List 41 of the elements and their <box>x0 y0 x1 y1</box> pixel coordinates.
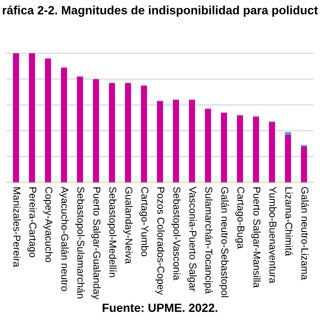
bar <box>236 115 244 182</box>
x-tick-label: Vasconia-Puerto Salgar <box>187 186 197 292</box>
x-tick-label: Galán neutro-Lizama <box>301 187 309 280</box>
bar <box>44 58 52 182</box>
x-tick-label: Copey-Ayacucho <box>43 187 53 262</box>
x-tick-label: Cartago-Buga <box>235 187 244 249</box>
bar <box>60 67 68 182</box>
x-tick-label: Gualanday-Neiva <box>123 187 133 264</box>
x-tick-label: Manizales-Pereira <box>13 187 21 268</box>
bar <box>284 132 292 135</box>
bar <box>140 86 148 182</box>
bar <box>252 116 260 182</box>
x-tick-label: Puerto Salgar-Gualanday <box>91 187 101 300</box>
x-tick-label: Sebastopol-Sulamarchán <box>75 187 85 298</box>
bar <box>76 76 84 182</box>
bar <box>108 82 116 182</box>
x-tick-label: Puerto Salgar-Mansilla <box>251 187 261 288</box>
bar <box>284 134 292 182</box>
source-note: Fuente: UPME. 2022. <box>102 304 218 312</box>
x-tick-label: Sulamarchán-Tocancipá <box>203 187 213 294</box>
bar <box>156 101 164 182</box>
bar <box>12 53 20 182</box>
bar <box>220 112 228 182</box>
bar <box>92 79 100 182</box>
bar <box>28 53 36 182</box>
x-tick-label: Galán neutro-Sebastopol <box>219 187 229 298</box>
bar <box>300 146 308 182</box>
bar <box>124 82 132 182</box>
x-tick-label: Lizama-Chimitá <box>285 187 293 256</box>
x-tick-label: Sebastopol-Vasconia <box>171 187 181 280</box>
bar <box>188 100 196 182</box>
bar <box>204 108 212 182</box>
x-tick-label: Pozos Colorados-Copey <box>155 187 165 295</box>
chart-title: ráfica 2-2. Magnitudes de indisponibilidad para poliduct <box>2 6 318 17</box>
bar <box>172 100 180 182</box>
bar <box>268 122 276 182</box>
x-tick-label: Yumbo-Buenaventura <box>269 186 277 284</box>
x-tick-label: Cartago-Yumbo <box>139 187 149 256</box>
x-tick-label: Sebastopol-Medellín <box>107 187 117 278</box>
x-tick-label: Pereira-Cartago <box>27 187 37 258</box>
x-tick-label: Ayacucho-Galán neutro <box>59 186 69 292</box>
